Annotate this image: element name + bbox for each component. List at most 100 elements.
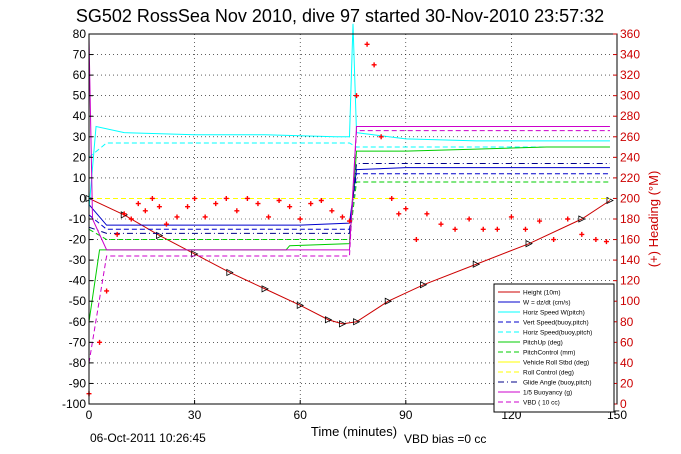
heading-point [192, 195, 198, 201]
heading-point [537, 218, 543, 224]
heading-point [438, 221, 444, 227]
height-marker [420, 281, 428, 289]
heading-point [213, 201, 219, 207]
height-marker [578, 215, 586, 223]
footer-vbd-bias: VBD bias =0 cc [404, 432, 486, 446]
y-tick-label: -90 [69, 376, 87, 390]
heading-point [364, 41, 370, 47]
y2-tick-label: 320 [620, 68, 640, 82]
chart-title: SG502 RossSea Nov 2010, dive 97 started … [76, 6, 604, 26]
series-9 [88, 38, 610, 251]
heading-point [202, 214, 208, 220]
heading-point [156, 204, 162, 210]
height-marker [226, 268, 234, 277]
series-group [85, 23, 614, 397]
y2-tick-label: 120 [620, 274, 640, 288]
heading-point [97, 339, 103, 345]
x-tick-label: 90 [399, 408, 413, 422]
heading-point [579, 231, 585, 237]
series-line [88, 130, 610, 363]
heading-point [354, 93, 360, 99]
y-tick-label: 80 [73, 27, 87, 41]
legend-label: VBD ( 10 cc) [523, 400, 560, 407]
x-tick-label: 0 [86, 408, 93, 422]
y-axis-ticks: -100-90-80-70-60-50-40-30-20-10010203040… [62, 27, 93, 411]
heading-point [565, 216, 571, 222]
y-tick-label: -70 [69, 335, 87, 349]
x-tick-label: 60 [294, 408, 308, 422]
height-marker [156, 231, 164, 240]
heading-point [603, 239, 609, 245]
y-tick-label: 70 [73, 48, 87, 62]
y2-tick-label: 60 [620, 335, 634, 349]
x-axis-ticks: 0 30 60 90 120 150 [86, 400, 627, 422]
heading-point [329, 208, 335, 214]
y2-axis-label: (+) Heading (°M) [646, 171, 661, 268]
heading-point [308, 201, 314, 207]
y2-tick-label: 240 [620, 150, 640, 164]
height-marker [339, 320, 347, 328]
heading-point [266, 214, 272, 220]
height-marker [525, 240, 533, 248]
y2-tick-label: 180 [620, 212, 640, 226]
legend-label: PitchUp (deg) [523, 340, 563, 347]
series-line [88, 181, 610, 241]
heading-point [508, 214, 514, 220]
y2-tick-label: 360 [620, 27, 640, 41]
height-marker [384, 297, 393, 305]
y2-tick-label: 280 [620, 109, 640, 123]
heading-point [522, 226, 528, 232]
heading-point [378, 134, 384, 140]
y-tick-label: 40 [73, 109, 87, 123]
y2-tick-label: 300 [620, 89, 640, 103]
footer-date: 06-Oct-2011 10:26:45 [90, 431, 206, 445]
y-tick-label: 60 [73, 68, 87, 82]
y2-tick-label: 160 [620, 233, 640, 247]
heading-point [234, 208, 240, 214]
y2-tick-label: 40 [620, 356, 634, 370]
heading-point [174, 214, 180, 220]
y-tick-label: -80 [69, 356, 87, 370]
height-marker [296, 301, 305, 309]
heading-point [413, 237, 419, 243]
series-line [88, 142, 610, 158]
heading-point [163, 221, 169, 227]
series-line [88, 197, 611, 325]
y-tick-label: 20 [73, 150, 87, 164]
y-tick-label: -20 [69, 233, 87, 247]
legend-label: Roll Control (deg) [523, 370, 574, 377]
series-10 [88, 130, 610, 363]
series-4 [88, 142, 610, 158]
series-0 [85, 194, 614, 328]
heading-point [593, 237, 599, 243]
heading-point [424, 211, 430, 217]
y-tick-label: 50 [73, 89, 87, 103]
heading-point [104, 288, 110, 294]
heading-point [494, 226, 500, 232]
heading-point [244, 195, 250, 201]
heading-point [185, 204, 191, 210]
y2-tick-label: 200 [620, 191, 640, 205]
y-tick-label: -100 [62, 397, 86, 411]
heading-point [255, 201, 261, 207]
y-tick-label: -30 [69, 253, 87, 267]
heading-point [318, 198, 324, 203]
heading-point [128, 216, 134, 222]
y2-tick-label: 0 [620, 397, 627, 411]
series-6 [88, 181, 610, 241]
y-tick-label: 30 [73, 130, 87, 144]
y2-tick-label: 260 [620, 130, 640, 144]
height-marker [324, 316, 333, 324]
legend-label: Horiz Speed W(pitch) [523, 310, 585, 317]
heading-point [339, 214, 345, 220]
height-marker [472, 260, 481, 268]
height-marker [261, 285, 269, 293]
heading-point [287, 204, 293, 210]
heading-point [149, 195, 155, 201]
heading-point [276, 198, 282, 203]
y2-axis-ticks: 0 20 40 60 80 100 120 140 160 180 200 220 240 260 280 3… [613, 27, 640, 411]
legend-box [493, 283, 615, 413]
series-line [88, 23, 610, 209]
legend-label: 1/5 Buoyancy (g) [523, 390, 572, 397]
legend-label: PitchControl (mm) [523, 350, 575, 357]
